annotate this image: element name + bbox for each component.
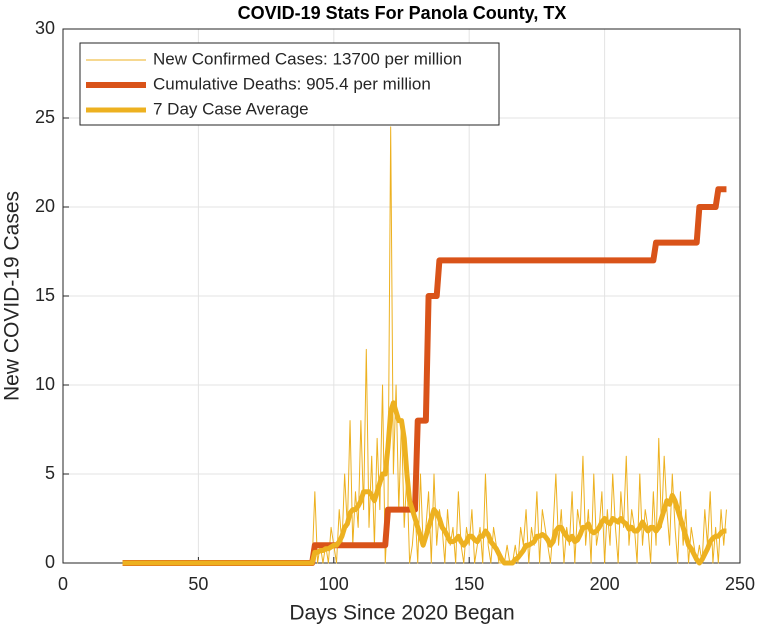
y-tick-label: 0 bbox=[45, 552, 55, 572]
y-tick-label: 20 bbox=[35, 196, 55, 216]
x-tick-label: 200 bbox=[590, 574, 620, 594]
x-tick-label: 50 bbox=[188, 574, 208, 594]
chart-title: COVID-19 Stats For Panola County, TX bbox=[238, 3, 567, 23]
legend-label: 7 Day Case Average bbox=[153, 99, 309, 118]
data-line bbox=[122, 400, 727, 566]
y-axis-label: New COVID-19 Cases bbox=[1, 191, 24, 401]
x-tick-label: 250 bbox=[725, 574, 755, 594]
x-tick-label: 150 bbox=[454, 574, 484, 594]
x-tick-label: 100 bbox=[319, 574, 349, 594]
y-tick-label: 15 bbox=[35, 285, 55, 305]
plot-frame bbox=[62, 28, 741, 564]
y-tick-label: 5 bbox=[45, 463, 55, 483]
y-tick-label: 30 bbox=[35, 18, 55, 38]
y-tick-label: 25 bbox=[35, 107, 55, 127]
legend-box bbox=[79, 42, 500, 126]
legend-label: New Confirmed Cases: 13700 per million bbox=[153, 49, 462, 68]
legend-label: Cumulative Deaths: 905.4 per million bbox=[153, 74, 431, 93]
x-axis-label: Days Since 2020 Began bbox=[289, 602, 514, 625]
x-tick-label: 0 bbox=[58, 574, 68, 594]
y-tick-label: 10 bbox=[35, 374, 55, 394]
